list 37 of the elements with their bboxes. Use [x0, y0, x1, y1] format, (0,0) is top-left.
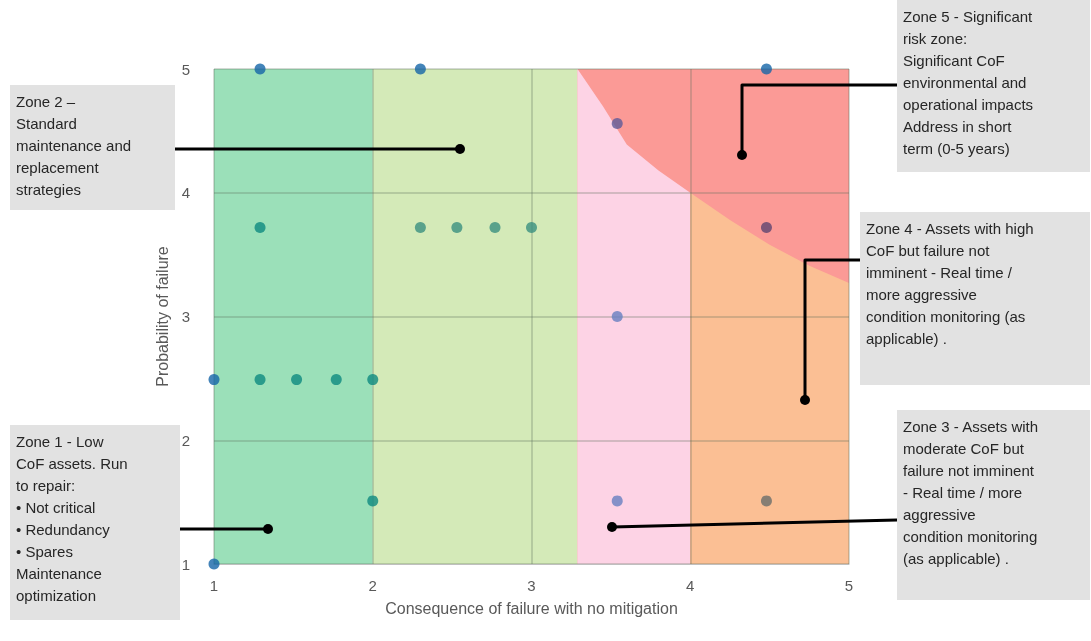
point — [254, 374, 266, 386]
point — [208, 558, 220, 570]
x-tick-label: 5 — [844, 577, 854, 594]
point — [760, 495, 772, 507]
y-tick-label: 3 — [181, 308, 190, 325]
y-tick-label: 4 — [181, 184, 190, 202]
point — [291, 374, 303, 386]
point — [760, 63, 772, 75]
point — [414, 63, 426, 75]
point — [611, 117, 623, 129]
point — [254, 63, 266, 75]
y-tick-label: 5 — [181, 60, 190, 78]
point — [254, 221, 266, 233]
point — [489, 221, 501, 233]
point — [611, 311, 623, 322]
point — [208, 374, 220, 386]
point — [760, 221, 772, 233]
point — [367, 495, 379, 507]
text: Zone 4 - Assets with high CoF but failure not imminent - Real time / more aggressive condition monitoring (as applicable) . — [860, 212, 1090, 385]
point — [414, 221, 426, 233]
x-tick-label: 4 — [686, 577, 695, 594]
text: Zone 2 – Standard maintenance and replacement strategies — [10, 85, 175, 210]
point — [451, 221, 463, 233]
text: Zone 3 - Assets with moderate CoF but failure not imminent - Real time / more aggressive condition monitoring (as applicable) . — [897, 410, 1090, 600]
point — [611, 495, 623, 507]
y-tick-label: 1 — [181, 555, 190, 573]
point — [526, 221, 537, 233]
x-tick-label: 3 — [527, 577, 536, 594]
y-tick-label: 2 — [181, 431, 190, 449]
x-tick-label: 1 — [209, 577, 219, 594]
x-axis-title: Consequence of failure with no mitigation — [385, 599, 678, 617]
point — [367, 374, 379, 386]
text: Zone 1 - Low CoF assets. Run to repair: • Not critical • Redundancy • Spares Maintenance optimization — [10, 425, 180, 620]
x-tick-label: 2 — [368, 577, 377, 594]
y-axis-title: Probability of failure — [154, 246, 172, 387]
point — [330, 374, 342, 386]
text: Zone 5 - Significant risk zone: Significant CoF environmental and operational impacts Address in short term (0-5 years) — [897, 0, 1090, 172]
